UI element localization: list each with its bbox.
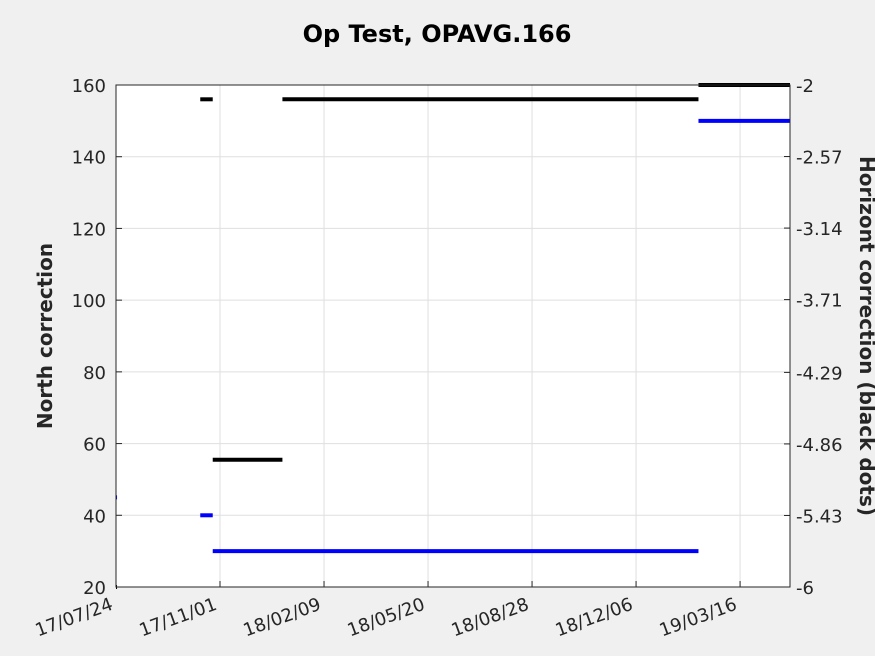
x-tick-label: 18/12/06 bbox=[553, 594, 636, 641]
y-tick-label: 140 bbox=[72, 148, 106, 169]
y2-tick-label: -5.43 bbox=[796, 506, 843, 527]
y-tick-label: 20 bbox=[83, 578, 106, 599]
grid bbox=[115, 84, 790, 588]
chart-title: Op Test, OPAVG.166 bbox=[303, 20, 572, 48]
x-tick-label: 18/08/28 bbox=[449, 594, 532, 641]
y-tick-label: 80 bbox=[83, 363, 106, 384]
y2-tick-label: -2 bbox=[796, 76, 814, 97]
y2-tick-label: -4.29 bbox=[796, 363, 843, 384]
x-tick-label: 18/02/09 bbox=[241, 594, 324, 641]
y2-tick-label: -3.71 bbox=[796, 291, 843, 312]
y-tick-label: 100 bbox=[72, 291, 106, 312]
plot-frame bbox=[115, 84, 791, 588]
y-tick-label: 120 bbox=[72, 219, 106, 240]
x-axis: 17/07/24 17/11/01 18/02/09 18/05/20 18/08/28… bbox=[33, 581, 741, 641]
y2-tick-label: -3.14 bbox=[796, 219, 843, 240]
plot-area bbox=[116, 85, 790, 587]
x-tick-label: 17/11/01 bbox=[137, 594, 220, 641]
x-tick-label: 19/03/16 bbox=[657, 594, 740, 641]
y-axis-left: 20 40 60 80 100 120 140 160 bbox=[72, 76, 122, 599]
y-axis-right: -6 -5.43 -4.86 -4.29 -3.71 -3.14 -2.57 -2 bbox=[784, 76, 843, 599]
y2-tick-label: -6 bbox=[796, 578, 814, 599]
y2-tick-label: -2.57 bbox=[796, 148, 843, 169]
x-tick-label: 18/05/20 bbox=[345, 594, 428, 641]
x-tick-label: 17/07/24 bbox=[33, 594, 116, 641]
y2-tick-label: -4.86 bbox=[796, 435, 843, 456]
y-axis-label: North correction bbox=[33, 243, 57, 429]
y2-axis-label: Horizont correction (black dots) bbox=[855, 156, 875, 516]
y-tick-label: 40 bbox=[83, 506, 106, 527]
north-correction-series bbox=[116, 118, 790, 554]
y-tick-label: 160 bbox=[72, 76, 106, 97]
y-tick-label: 60 bbox=[83, 435, 106, 456]
